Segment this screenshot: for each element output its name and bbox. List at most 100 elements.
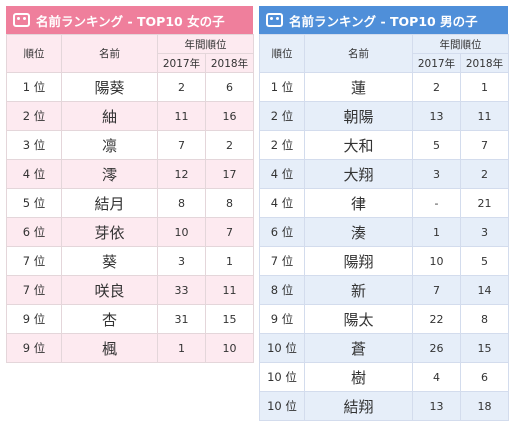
table-row: 1 位陽葵 2 6 <box>6 72 254 102</box>
name-cell: 大和 <box>304 130 413 160</box>
name-cell: 芽依 <box>61 217 158 247</box>
table-row: 2 位紬 11 16 <box>6 101 254 131</box>
name-cell: 咲良 <box>61 275 158 305</box>
rank-2018-cell: 21 <box>460 188 509 218</box>
rank-2018-cell: 11 <box>460 101 509 131</box>
rank-2018-cell: 7 <box>205 217 254 247</box>
rank-2018-cell: 15 <box>460 333 509 363</box>
name-cell: 朝陽 <box>304 101 413 131</box>
rank-2017-cell: 33 <box>157 275 206 305</box>
name-cell: 葵 <box>61 246 158 276</box>
table-row: 6 位芽依 10 7 <box>6 217 254 247</box>
rank-2018-cell: 6 <box>460 362 509 392</box>
rank-2018-cell: 11 <box>205 275 254 305</box>
rank-cell: 7 位 <box>259 246 305 276</box>
rank-2018-cell: 6 <box>205 72 254 102</box>
name-cell: 結月 <box>61 188 158 218</box>
table-row: 10 位結翔 13 18 <box>259 391 509 421</box>
rank-column-header: 順位 <box>6 34 62 73</box>
rank-2018-cell: 17 <box>205 159 254 189</box>
rank-2018-cell: 2 <box>460 159 509 189</box>
table-row: 7 位陽翔 10 5 <box>259 246 509 276</box>
table-row: 9 位陽太 22 8 <box>259 304 509 334</box>
name-cell: 新 <box>304 275 413 305</box>
rank-2017-cell: 8 <box>157 188 206 218</box>
table-row: 5 位結月 8 8 <box>6 188 254 218</box>
rank-2018-cell: 10 <box>205 333 254 363</box>
rank-2017-cell: 3 <box>157 246 206 276</box>
rank-2017-cell: 13 <box>412 101 461 131</box>
rank-2017-cell: 5 <box>412 130 461 160</box>
name-cell: 蓮 <box>304 72 413 102</box>
table-row: 4 位澪 12 17 <box>6 159 254 189</box>
table-row: 4 位律 -21 <box>259 188 509 218</box>
rank-2017-cell: - <box>412 188 461 218</box>
rank-2017-cell: 10 <box>157 217 206 247</box>
boys-ranking-title: 名前ランキング - TOP10 男の子 <box>289 13 478 29</box>
name-cell: 陽葵 <box>61 72 158 102</box>
rank-cell: 1 位 <box>259 72 305 102</box>
name-cell: 澪 <box>61 159 158 189</box>
rank-2018-cell: 2 <box>205 130 254 160</box>
table-row: 7 位咲良 33 11 <box>6 275 254 305</box>
year-2017-header: 2017年 <box>157 53 206 73</box>
name-cell: 紬 <box>61 101 158 131</box>
rank-cell: 2 位 <box>6 101 62 131</box>
table-row: 4 位大翔 3 2 <box>259 159 509 189</box>
name-cell: 律 <box>304 188 413 218</box>
pig-face-icon <box>266 13 283 27</box>
rank-cell: 4 位 <box>259 159 305 189</box>
name-cell: 樹 <box>304 362 413 392</box>
table-row: 10 位蒼 26 15 <box>259 333 509 363</box>
rank-2018-cell: 8 <box>205 188 254 218</box>
rank-cell: 2 位 <box>259 101 305 131</box>
rank-cell: 2 位 <box>259 130 305 160</box>
rank-2017-cell: 4 <box>412 362 461 392</box>
name-cell: 湊 <box>304 217 413 247</box>
table-row: 2 位朝陽 13 11 <box>259 101 509 131</box>
rank-2018-cell: 7 <box>460 130 509 160</box>
table-row: 9 位杏 31 15 <box>6 304 254 334</box>
rank-2017-cell: 22 <box>412 304 461 334</box>
name-cell: 陽太 <box>304 304 413 334</box>
rank-2018-cell: 15 <box>205 304 254 334</box>
rank-cell: 10 位 <box>259 362 305 392</box>
rank-2017-cell: 2 <box>157 72 206 102</box>
rank-cell: 6 位 <box>259 217 305 247</box>
rank-2017-cell: 1 <box>157 333 206 363</box>
rank-cell: 9 位 <box>259 304 305 334</box>
rank-2018-cell: 1 <box>460 72 509 102</box>
rank-2017-cell: 10 <box>412 246 461 276</box>
rank-2018-cell: 14 <box>460 275 509 305</box>
name-cell: 杏 <box>61 304 158 334</box>
boys-ranking-header: 名前ランキング - TOP10 男の子 <box>259 6 508 34</box>
rank-cell: 9 位 <box>6 333 62 363</box>
name-cell: 楓 <box>61 333 158 363</box>
girls-ranking-header: 名前ランキング - TOP10 女の子 <box>6 6 253 34</box>
year-2018-header: 2018年 <box>460 53 509 73</box>
rank-column-header: 順位 <box>259 34 305 73</box>
rank-2017-cell: 26 <box>412 333 461 363</box>
name-cell: 陽翔 <box>304 246 413 276</box>
rank-2018-cell: 5 <box>460 246 509 276</box>
girls-ranking-panel: 名前ランキング - TOP10 女の子 順位 名前 年間順位 2017年 201… <box>6 6 254 363</box>
rank-cell: 4 位 <box>6 159 62 189</box>
rank-2018-cell: 16 <box>205 101 254 131</box>
year-2017-header: 2017年 <box>412 53 461 73</box>
rank-cell: 9 位 <box>6 304 62 334</box>
rank-2017-cell: 1 <box>412 217 461 247</box>
rank-2018-cell: 8 <box>460 304 509 334</box>
rank-cell: 7 位 <box>6 275 62 305</box>
rank-2017-cell: 12 <box>157 159 206 189</box>
rank-2017-cell: 11 <box>157 101 206 131</box>
girls-ranking-title: 名前ランキング - TOP10 女の子 <box>36 13 225 29</box>
yearly-rank-header: 年間順位 <box>412 34 509 54</box>
rank-2017-cell: 3 <box>412 159 461 189</box>
year-2018-header: 2018年 <box>205 53 254 73</box>
boys-ranking-panel: 名前ランキング - TOP10 男の子 順位 名前 年間順位 2017年 201… <box>259 6 509 421</box>
